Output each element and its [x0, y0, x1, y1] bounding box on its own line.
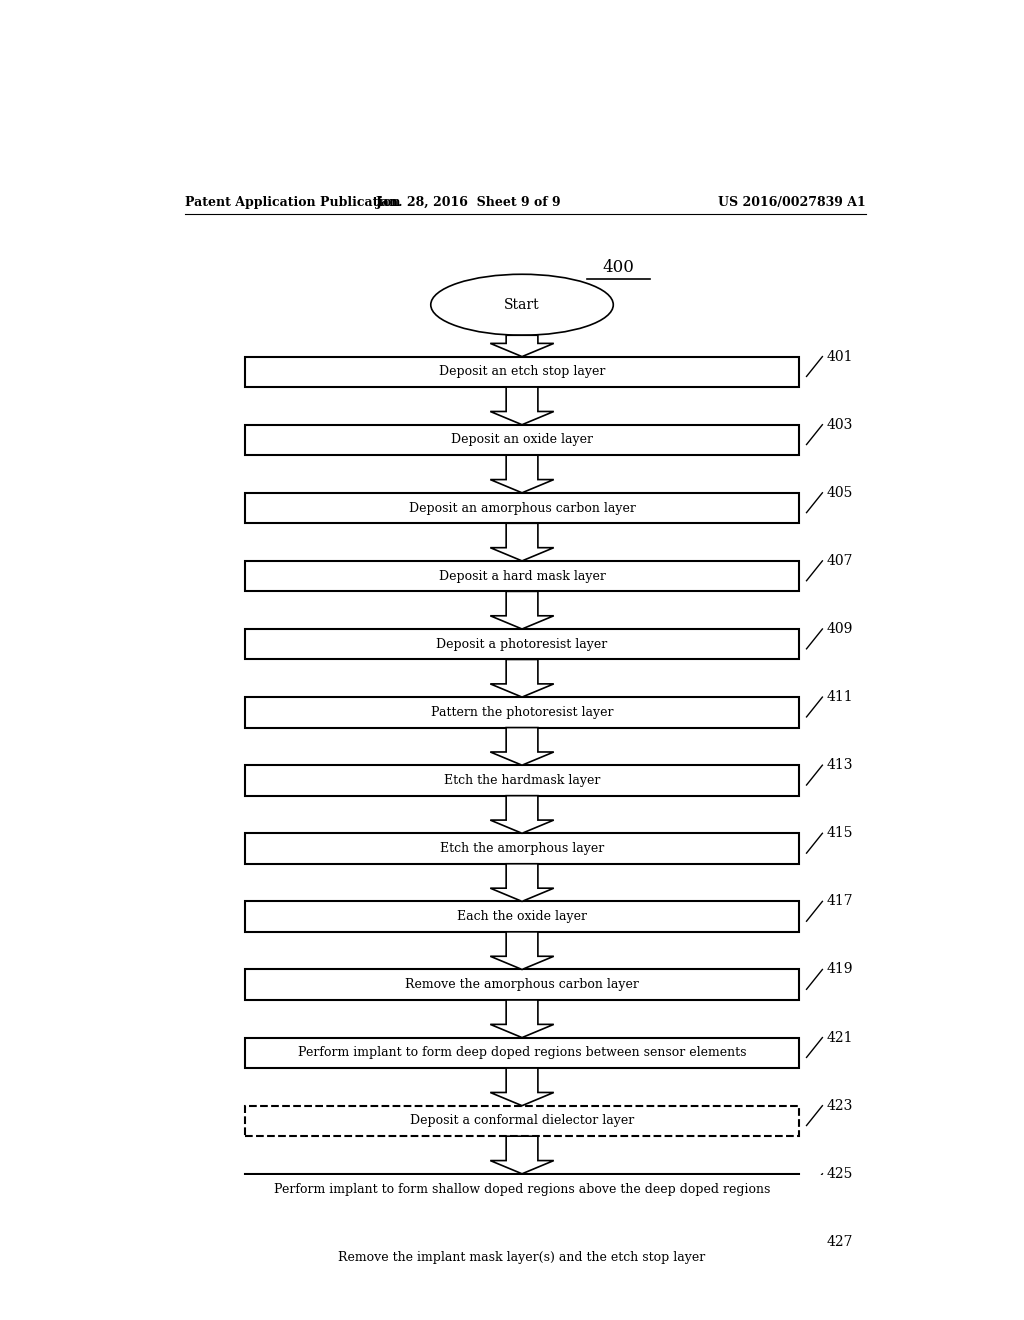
Text: Perform implant to form deep doped regions between sensor elements: Perform implant to form deep doped regio…: [298, 1047, 746, 1060]
FancyBboxPatch shape: [246, 833, 799, 863]
Text: 421: 421: [826, 1031, 853, 1044]
Text: Etch the amorphous layer: Etch the amorphous layer: [440, 842, 604, 855]
FancyBboxPatch shape: [246, 969, 799, 1001]
Text: Pattern the photoresist layer: Pattern the photoresist layer: [431, 706, 613, 719]
Text: Remove the implant mask layer(s) and the etch stop layer: Remove the implant mask layer(s) and the…: [338, 1250, 706, 1263]
Polygon shape: [490, 1068, 554, 1106]
Text: 401: 401: [826, 350, 853, 363]
Text: US 2016/0027839 A1: US 2016/0027839 A1: [718, 195, 866, 209]
FancyBboxPatch shape: [246, 1106, 799, 1137]
Text: 409: 409: [826, 622, 853, 636]
Text: Deposit an etch stop layer: Deposit an etch stop layer: [439, 366, 605, 379]
Ellipse shape: [431, 275, 613, 335]
Text: 413: 413: [826, 758, 853, 772]
Text: 427: 427: [826, 1236, 853, 1249]
FancyBboxPatch shape: [246, 630, 799, 660]
Polygon shape: [490, 1204, 554, 1242]
Text: Remove the amorphous carbon layer: Remove the amorphous carbon layer: [406, 978, 639, 991]
Text: Each the oxide layer: Each the oxide layer: [457, 909, 587, 923]
Text: Patent Application Publication: Patent Application Publication: [185, 195, 400, 209]
FancyBboxPatch shape: [246, 425, 799, 455]
Text: 407: 407: [826, 554, 853, 568]
FancyBboxPatch shape: [246, 492, 799, 523]
Polygon shape: [490, 932, 554, 969]
Text: Deposit a hard mask layer: Deposit a hard mask layer: [438, 570, 605, 582]
Text: 423: 423: [826, 1098, 853, 1113]
Text: Perform implant to form shallow doped regions above the deep doped regions: Perform implant to form shallow doped re…: [273, 1183, 770, 1196]
Ellipse shape: [431, 1305, 613, 1320]
FancyBboxPatch shape: [246, 1038, 799, 1068]
Text: Deposit an amorphous carbon layer: Deposit an amorphous carbon layer: [409, 502, 636, 515]
Text: 400: 400: [602, 259, 635, 276]
Polygon shape: [490, 727, 554, 766]
FancyBboxPatch shape: [246, 1173, 799, 1204]
FancyBboxPatch shape: [246, 356, 799, 387]
Text: 419: 419: [826, 962, 853, 977]
Text: Start: Start: [504, 298, 540, 312]
FancyBboxPatch shape: [246, 561, 799, 591]
Text: 415: 415: [826, 826, 853, 841]
Text: 405: 405: [826, 486, 853, 500]
Text: 425: 425: [826, 1167, 853, 1181]
Polygon shape: [490, 1137, 554, 1173]
Polygon shape: [490, 796, 554, 833]
Text: Deposit an oxide layer: Deposit an oxide layer: [451, 433, 593, 446]
FancyBboxPatch shape: [246, 766, 799, 796]
Text: Etch the hardmask layer: Etch the hardmask layer: [443, 774, 600, 787]
Polygon shape: [490, 387, 554, 425]
Polygon shape: [490, 523, 554, 561]
FancyBboxPatch shape: [246, 902, 799, 932]
FancyBboxPatch shape: [246, 1242, 799, 1272]
Polygon shape: [490, 1001, 554, 1038]
Polygon shape: [490, 1267, 554, 1280]
Text: Jan. 28, 2016  Sheet 9 of 9: Jan. 28, 2016 Sheet 9 of 9: [377, 195, 562, 209]
Polygon shape: [490, 455, 554, 492]
Polygon shape: [490, 660, 554, 697]
Polygon shape: [490, 863, 554, 902]
Text: 417: 417: [826, 895, 853, 908]
Text: Deposit a photoresist layer: Deposit a photoresist layer: [436, 638, 607, 651]
Text: Deposit a conformal dielector layer: Deposit a conformal dielector layer: [410, 1114, 634, 1127]
Text: 403: 403: [826, 417, 853, 432]
Text: 411: 411: [826, 690, 853, 704]
Polygon shape: [490, 591, 554, 630]
Polygon shape: [490, 335, 554, 356]
FancyBboxPatch shape: [246, 697, 799, 727]
